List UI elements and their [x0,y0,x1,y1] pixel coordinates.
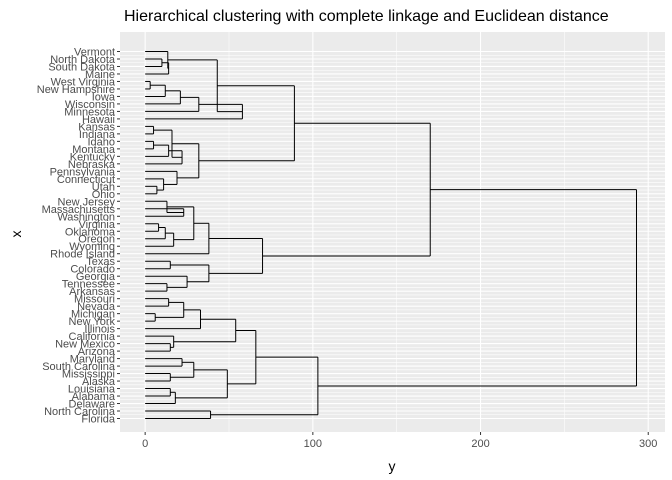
leaf-label: North Dakota [50,54,116,66]
y-axis-title: x [8,231,24,238]
leaf-label: South Carolina [42,361,116,373]
x-axis-ticks: 0 100 200 300 [142,432,657,450]
leaf-label: Colorado [70,264,115,276]
leaf-label: Alabama [72,391,116,403]
leaf-label: Kentucky [70,151,116,163]
leaf-label: New Mexico [55,339,115,351]
leaf-label: Virginia [79,219,116,231]
leaf-label: North Carolina [44,406,116,418]
dendrogram-tree [145,51,637,419]
leaf-label: Washington [57,211,115,223]
leaf-label: New Jersey [58,196,116,208]
x-tick-label: 0 [142,438,148,450]
leaf-label: West Virginia [51,76,116,88]
leaf-label: Iowa [92,91,116,103]
x-tick-label: 100 [304,438,322,450]
leaf-label: Georgia [76,271,116,283]
leaf-label: Maine [85,69,115,81]
leaf-label: Tennessee [62,279,115,291]
leaf-label: Nebraska [68,159,116,171]
leaf-label: Vermont [74,47,115,59]
leaf-label: Arizona [78,346,116,358]
leaf-label: Montana [72,144,116,156]
x-tick-label: 300 [639,438,657,450]
leaf-label: Oregon [78,234,115,246]
leaf-label: Hawaii [82,114,115,126]
leaf-label: Arkansas [69,286,115,298]
leaf-label: Alaska [82,376,116,388]
leaf-label: Indiana [79,129,116,141]
leaf-label: Pennsylvania [50,166,116,178]
leaf-label: South Dakota [48,61,116,73]
leaf-label: Kansas [78,121,115,133]
x-axis-title: y [389,458,396,474]
leaf-label: Idaho [87,136,115,148]
leaf-label: Michigan [71,309,115,321]
chart-title: Hierarchical clustering with complete li… [124,8,609,25]
leaf-label: New Hampshire [37,84,115,96]
leaf-label: Maryland [70,354,115,366]
leaf-label: Oklahoma [65,226,116,238]
leaf-label: Utah [92,181,115,193]
leaf-label: Connecticut [57,174,115,186]
plot-panel [120,32,665,432]
leaf-label: Delaware [69,399,115,411]
leaf-label: Wisconsin [65,99,115,111]
leaf-label: Wyoming [69,241,115,253]
leaf-label: Mississippi [62,369,115,381]
leaf-label: California [69,331,116,343]
leaf-label: Louisiana [68,384,116,396]
merge-link [317,189,637,387]
leaf-label: Nevada [77,301,116,313]
x-tick-label: 200 [471,438,489,450]
leaf-label: Massachusetts [42,204,116,216]
leaf-label: Ohio [92,189,115,201]
leaf-label: Missouri [74,294,115,306]
leaf-label: New York [69,316,116,328]
leaf-label: Rhode Island [50,249,115,261]
leaf-label: Illinois [84,324,115,336]
leaf-label: Minnesota [64,106,116,118]
leaf-label: Florida [81,414,116,426]
leaf-label: Texas [86,256,115,268]
